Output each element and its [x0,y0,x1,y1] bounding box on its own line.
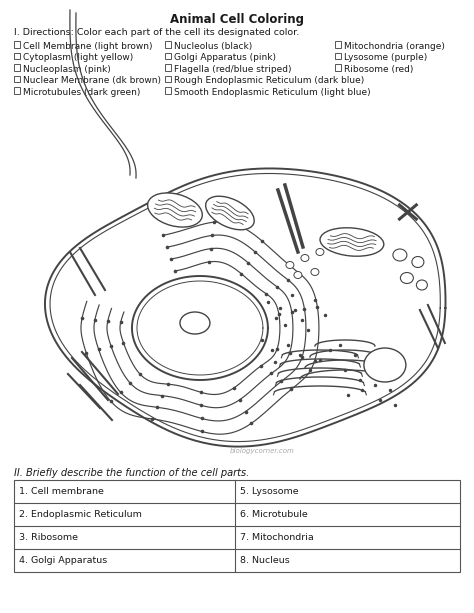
Bar [335,64,341,70]
Text: 8. Nucleus: 8. Nucleus [240,556,290,565]
Text: 5. Lysosome: 5. Lysosome [240,487,299,496]
Text: 4. Golgi Apparatus: 4. Golgi Apparatus [19,556,107,565]
Text: Smooth Endoplasmic Reticulum (light blue): Smooth Endoplasmic Reticulum (light blue… [174,88,371,96]
Ellipse shape [412,256,424,267]
Text: 6. Microtubule: 6. Microtubule [240,510,308,519]
Bar [335,41,341,47]
Bar [165,41,172,47]
Text: I. Directions: Color each part of the cell its designated color.: I. Directions: Color each part of the ce… [14,28,299,37]
Text: Flagella (red/blue striped): Flagella (red/blue striped) [174,64,292,74]
Ellipse shape [393,249,407,261]
Ellipse shape [294,272,302,278]
Text: Nuclear Membrane (dk brown): Nuclear Membrane (dk brown) [23,76,161,85]
Ellipse shape [286,262,294,268]
Bar [14,87,20,94]
Bar [14,41,20,47]
Ellipse shape [147,193,202,227]
Ellipse shape [364,348,406,382]
Text: 3. Ribosome: 3. Ribosome [19,533,78,542]
Text: 1. Cell membrane: 1. Cell membrane [19,487,104,496]
Ellipse shape [206,196,254,230]
Ellipse shape [316,248,324,256]
Bar [165,87,172,94]
Ellipse shape [311,268,319,275]
Bar [14,480,460,572]
Text: Golgi Apparatus (pink): Golgi Apparatus (pink) [174,53,276,62]
Text: Cell Membrane (light brown): Cell Membrane (light brown) [23,42,153,50]
Bar [335,53,341,59]
Text: Lysosome (purple): Lysosome (purple) [344,53,427,62]
Ellipse shape [180,312,210,334]
Text: Rough Endoplasmic Reticulum (dark blue): Rough Endoplasmic Reticulum (dark blue) [174,76,364,85]
Bar [14,75,20,82]
Bar [14,53,20,59]
Bar [165,53,172,59]
Bar [165,64,172,70]
Text: II. Briefly describe the function of the cell parts.: II. Briefly describe the function of the… [14,468,249,478]
Text: Animal Cell Coloring: Animal Cell Coloring [170,13,304,26]
Text: Ribosome (red): Ribosome (red) [344,64,413,74]
Text: Microtubules (dark green): Microtubules (dark green) [23,88,140,96]
Text: 7. Mitochondria: 7. Mitochondria [240,533,314,542]
Bar [14,64,20,70]
Text: biologycorner.com: biologycorner.com [229,448,294,454]
Text: Nucleoplasm (pink): Nucleoplasm (pink) [23,64,111,74]
Bar [165,75,172,82]
Ellipse shape [401,273,413,283]
Text: Mitochondria (orange): Mitochondria (orange) [344,42,445,50]
Text: Cytoplasm (light yellow): Cytoplasm (light yellow) [23,53,133,62]
Text: 2. Endoplasmic Reticulum: 2. Endoplasmic Reticulum [19,510,142,519]
Ellipse shape [320,228,384,256]
Text: Nucleolus (black): Nucleolus (black) [174,42,252,50]
Ellipse shape [416,280,428,290]
Ellipse shape [301,254,309,262]
